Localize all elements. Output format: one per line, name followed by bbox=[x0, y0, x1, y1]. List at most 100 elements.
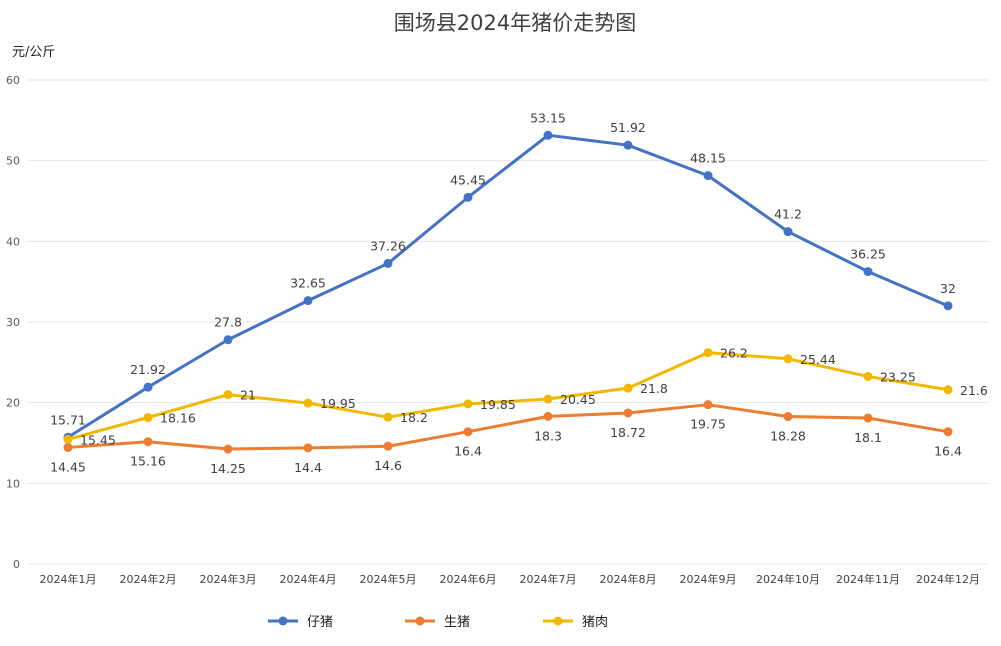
data-label: 15.71 bbox=[50, 412, 86, 427]
data-point bbox=[943, 301, 953, 311]
series-line bbox=[66, 133, 950, 439]
y-tick-label: 0 bbox=[13, 558, 20, 571]
data-label: 41.2 bbox=[774, 207, 802, 222]
series-line bbox=[66, 351, 950, 441]
data-point bbox=[863, 413, 873, 423]
y-axis-unit: 元/公斤 bbox=[12, 45, 55, 60]
data-label: 48.15 bbox=[690, 151, 726, 166]
data-point bbox=[543, 130, 553, 140]
data-label: 14.6 bbox=[374, 458, 402, 473]
data-point bbox=[863, 371, 873, 381]
data-point bbox=[223, 444, 233, 454]
y-axis: 0 10 20 30 40 50 60 bbox=[6, 74, 20, 571]
data-point bbox=[863, 267, 873, 277]
data-label: 19.85 bbox=[480, 397, 516, 412]
data-point bbox=[223, 335, 233, 345]
x-tick-label: 2024年2月 bbox=[120, 572, 177, 586]
y-tick-label: 50 bbox=[6, 155, 20, 168]
data-label: 18.28 bbox=[770, 429, 806, 444]
x-tick-label: 2024年10月 bbox=[756, 572, 820, 586]
data-label: 16.4 bbox=[934, 444, 962, 459]
data-label: 16.4 bbox=[454, 444, 482, 459]
data-label: 32.65 bbox=[290, 276, 326, 291]
data-label: 18.16 bbox=[160, 411, 196, 426]
y-tick-label: 40 bbox=[6, 235, 20, 248]
x-tick-label: 2024年6月 bbox=[440, 572, 497, 586]
x-tick-label: 2024年8月 bbox=[600, 572, 657, 586]
y-tick-label: 10 bbox=[6, 477, 20, 490]
data-point bbox=[223, 390, 233, 400]
data-point bbox=[143, 382, 153, 392]
data-label: 26.2 bbox=[720, 346, 748, 361]
x-tick-label: 2024年9月 bbox=[680, 572, 737, 586]
data-label: 19.95 bbox=[320, 396, 356, 411]
x-tick-label: 2024年1月 bbox=[40, 572, 97, 586]
series-group bbox=[63, 130, 953, 454]
data-point bbox=[303, 398, 313, 408]
data-point bbox=[303, 296, 313, 306]
data-label: 18.1 bbox=[854, 430, 882, 445]
data-point bbox=[943, 385, 953, 395]
data-point bbox=[383, 412, 393, 422]
data-point bbox=[783, 227, 793, 237]
data-point bbox=[623, 383, 633, 393]
data-label: 51.92 bbox=[610, 120, 646, 135]
data-label: 36.25 bbox=[850, 247, 886, 262]
data-point bbox=[703, 171, 713, 181]
data-point bbox=[463, 399, 473, 409]
legend-marker bbox=[278, 616, 288, 626]
data-point bbox=[783, 354, 793, 364]
data-point bbox=[143, 437, 153, 447]
data-point bbox=[703, 348, 713, 358]
data-point bbox=[943, 427, 953, 437]
x-tick-label: 2024年7月 bbox=[520, 572, 577, 586]
data-label: 21 bbox=[240, 388, 256, 403]
y-tick-label: 30 bbox=[6, 316, 20, 329]
data-point bbox=[463, 192, 473, 202]
data-label: 19.75 bbox=[690, 417, 726, 432]
data-point bbox=[783, 412, 793, 422]
data-point bbox=[543, 411, 553, 421]
data-label: 23.25 bbox=[880, 369, 916, 384]
data-point bbox=[63, 442, 73, 452]
legend-label: 猪肉 bbox=[582, 615, 608, 630]
data-point bbox=[383, 258, 393, 268]
data-label: 14.25 bbox=[210, 461, 246, 476]
data-point bbox=[303, 443, 313, 453]
data-label: 37.26 bbox=[370, 238, 406, 253]
data-label: 18.2 bbox=[400, 410, 428, 425]
data-label: 15.45 bbox=[80, 432, 116, 447]
x-tick-label: 2024年12月 bbox=[916, 572, 980, 586]
legend-marker bbox=[553, 616, 563, 626]
data-label: 21.8 bbox=[640, 381, 668, 396]
x-tick-label: 2024年4月 bbox=[280, 572, 337, 586]
legend-label: 生猪 bbox=[444, 615, 470, 630]
x-tick-label: 2024年3月 bbox=[200, 572, 257, 586]
data-label: 21.6 bbox=[960, 383, 988, 398]
data-label: 45.45 bbox=[450, 172, 486, 187]
data-label: 15.16 bbox=[130, 454, 166, 469]
data-point bbox=[143, 413, 153, 423]
data-point bbox=[623, 408, 633, 418]
data-label: 53.15 bbox=[530, 110, 566, 125]
data-point bbox=[623, 140, 633, 150]
x-axis: 2024年1月 2024年2月 2024年3月 2024年4月 2024年5月 2024年… bbox=[40, 572, 981, 586]
data-label: 18.3 bbox=[534, 428, 562, 443]
x-tick-label: 2024年11月 bbox=[836, 572, 900, 586]
series-line bbox=[66, 403, 950, 451]
y-tick-label: 60 bbox=[6, 74, 20, 87]
data-point bbox=[63, 434, 73, 444]
data-point bbox=[543, 394, 553, 404]
data-labels: 15.71 21.92 27.8 32.65 37.26 45.45 53.15 51.92 4… bbox=[50, 110, 988, 476]
data-label: 21.92 bbox=[130, 362, 166, 377]
data-label: 20.45 bbox=[560, 392, 596, 407]
y-tick-label: 20 bbox=[6, 397, 20, 410]
data-label: 14.45 bbox=[50, 459, 86, 474]
data-label: 27.8 bbox=[214, 315, 242, 330]
legend-marker bbox=[415, 616, 425, 626]
legend: 仔猪 生猪 猪肉 bbox=[268, 615, 608, 630]
data-label: 25.44 bbox=[800, 352, 836, 367]
chart-title: 围场县2024年猪价走势图 bbox=[394, 11, 636, 35]
data-label: 18.72 bbox=[610, 425, 646, 440]
